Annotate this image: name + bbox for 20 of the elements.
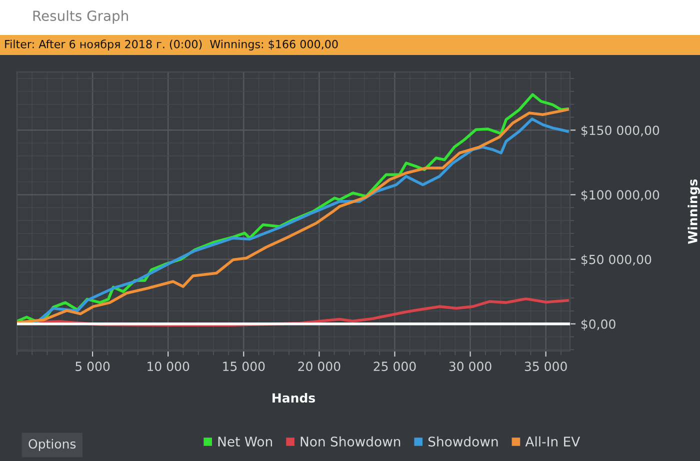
legend-label: Showdown — [428, 436, 498, 447]
y-tick-label: $50 000,00 — [581, 254, 652, 266]
y-tick-label: $0,00 — [581, 319, 616, 330]
chart-title: Results Graph — [33, 10, 128, 24]
x-tick-label: 10 000 — [148, 362, 190, 372]
x-tick-label: 35 000 — [524, 362, 567, 372]
x-tick-label: 30 000 — [449, 362, 492, 372]
chart-subtitle: Filter: After 6 ноября 2018 г. (0:00) Winnings: $166 000,00 — [5, 40, 338, 50]
y-axis-title: Winnings — [688, 179, 700, 244]
x-tick-label: 25 000 — [374, 362, 416, 372]
y-tick-label: $150 000,00 — [581, 125, 660, 137]
legend-label: Non Showdown — [300, 436, 400, 447]
x-tick-label: 15 000 — [223, 362, 265, 372]
x-axis-title: Hands — [272, 392, 315, 403]
text: Options — [28, 438, 76, 452]
y-tick-label: $100 000,00 — [581, 190, 660, 202]
x-tick-label: 20 000 — [298, 362, 340, 372]
legend-label: All-In EV — [525, 436, 580, 446]
x-tick-label: 5 000 — [76, 362, 110, 372]
legend-label: Net Won — [218, 436, 272, 447]
